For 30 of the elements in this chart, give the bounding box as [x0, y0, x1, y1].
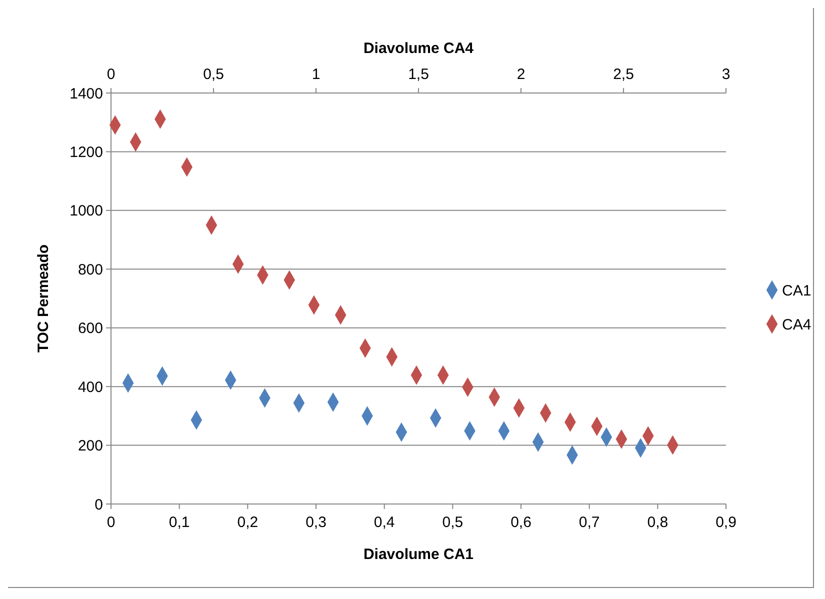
y-tick-label: 800 [78, 261, 103, 278]
y-tick-label: 400 [78, 378, 103, 396]
y-tick-label: 1000 [70, 202, 103, 220]
y-tick-label: 200 [78, 438, 103, 455]
x-tick-label: 0,6 [510, 514, 532, 531]
legend-label: CA4 [782, 316, 812, 334]
x2-tick-label: 2,5 [613, 66, 634, 83]
y-tick-label: 600 [78, 320, 103, 338]
x-tick-label: 0,8 [647, 514, 668, 531]
legend-label: CA1 [782, 282, 812, 300]
x2-tick-label: 0,5 [203, 66, 224, 83]
y-tick-label: 0 [94, 496, 103, 514]
x-tick-label: 0,9 [716, 514, 736, 531]
x-tick-label: 0,7 [578, 514, 600, 531]
x2-axis-title: Diavolume CA4 [363, 40, 474, 57]
y-tick-label: 1200 [70, 144, 103, 161]
x2-tick-label: 1,5 [408, 66, 429, 83]
y-axis-title: TOC Permeado [35, 244, 52, 353]
x2-tick-label: 3 [722, 66, 730, 83]
x2-tick-label: 2 [516, 66, 526, 83]
x-tick-label: 0,4 [374, 514, 395, 531]
x-tick-label: 0,3 [306, 514, 326, 531]
x-tick-label: 0,2 [237, 514, 258, 531]
y-tick-label: 1400 [70, 85, 103, 102]
x-axis-title: Diavolume CA1 [363, 546, 474, 563]
x2-tick-label: 0 [106, 66, 116, 83]
x2-tick-label: 1 [312, 66, 320, 83]
x-tick-label: 0 [106, 514, 116, 531]
x-tick-label: 0,1 [168, 514, 190, 531]
x-tick-label: 0,5 [442, 514, 464, 531]
